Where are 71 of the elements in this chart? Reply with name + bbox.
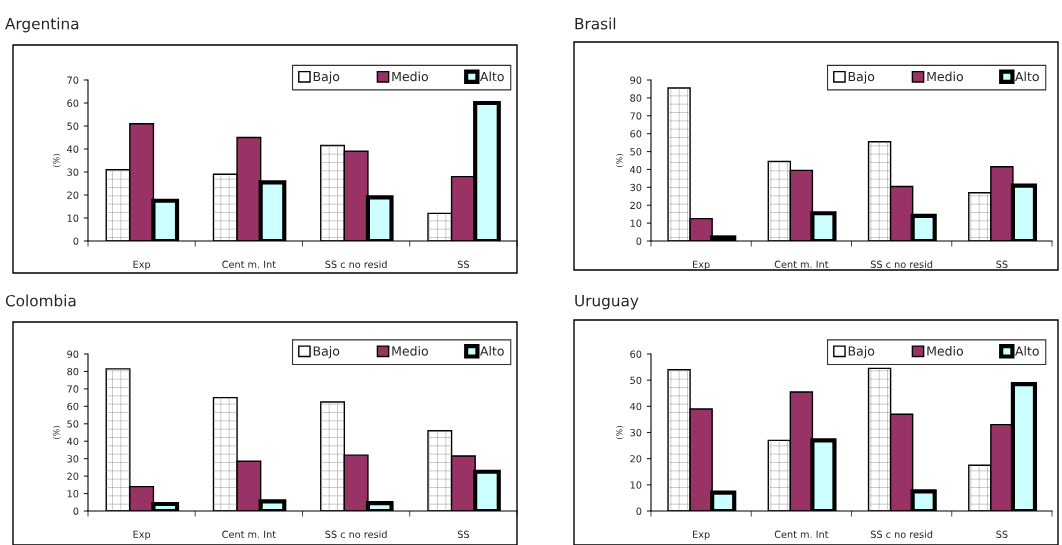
y-tick-label: 10 [630, 219, 642, 227]
y-tick-label: 30 [67, 455, 79, 463]
y-tick-label: 40 [630, 165, 642, 174]
y-tick-label: 30 [630, 183, 642, 192]
legend-label: Bajo [313, 71, 340, 84]
y-tick-label: 20 [630, 455, 642, 463]
y-tick-label: 40 [630, 402, 642, 411]
x-tick-label: SS [457, 530, 469, 538]
y-tick-label: 0 [636, 507, 642, 515]
y-tick-label: 50 [630, 376, 642, 384]
chart-title: Uruguay [575, 295, 639, 310]
y-tick-label: 50 [67, 122, 79, 130]
y-tick-label: 30 [67, 168, 79, 176]
legend-label: Bajo [848, 346, 875, 359]
y-tick-label: 80 [630, 94, 642, 102]
y-tick-label: 0 [73, 507, 79, 515]
legend-label: Medio [392, 346, 428, 356]
x-tick-label: SS [457, 260, 469, 268]
legend-label: Medio [927, 71, 963, 82]
y-tick-label: 50 [67, 420, 79, 428]
x-tick-label: Cent m. Int [774, 260, 829, 268]
y-tick-label: 10 [630, 481, 642, 489]
x-tick-label: SS c no resid [870, 530, 933, 538]
legend-label: Alto [1015, 71, 1039, 82]
x-tick-label: Exp [133, 530, 151, 540]
y-tick-label: 60 [67, 402, 79, 411]
y-tick-label: 60 [630, 350, 642, 358]
y-axis-title: (%) [52, 154, 61, 167]
x-tick-label: SS c no resid [325, 260, 387, 268]
y-tick-label: 90 [67, 350, 79, 358]
y-tick-label: 20 [630, 201, 642, 210]
y-tick-label: 10 [67, 490, 79, 498]
y-tick-label: 20 [67, 472, 79, 480]
legend-label: Alto [480, 71, 504, 82]
x-tick-label: Cent m. Int [222, 530, 276, 538]
y-tick-label: 70 [67, 385, 79, 393]
x-tick-label: SS c no resid [325, 530, 387, 538]
chart-title: Colombia [5, 294, 76, 307]
y-tick-label: 60 [67, 99, 79, 107]
chart-title: Argentina [5, 17, 79, 33]
legend-label: Medio [392, 71, 428, 82]
x-tick-label: Exp [693, 260, 710, 270]
x-tick-label: Exp [133, 260, 151, 270]
y-tick-label: 50 [630, 148, 642, 156]
legend-label: Bajo [313, 346, 340, 359]
y-tick-label: 60 [630, 130, 642, 138]
x-tick-label: SS [996, 530, 1008, 538]
legend-label: Alto [480, 346, 504, 356]
y-axis-title: (%) [52, 426, 61, 439]
y-axis-title: (%) [615, 154, 624, 167]
x-tick-label: Cent m. Int [222, 260, 276, 268]
y-tick-label: 70 [630, 112, 642, 120]
legend-label: Alto [1015, 346, 1039, 356]
x-tick-label: Cent m. Int [774, 530, 829, 538]
x-tick-label: SS c no resid [870, 260, 933, 268]
y-tick-label: 40 [67, 145, 79, 153]
y-axis-title: (%) [615, 426, 624, 439]
y-tick-label: 10 [67, 214, 79, 222]
y-tick-label: 20 [67, 191, 79, 199]
y-tick-label: 90 [630, 76, 642, 84]
x-tick-label: Exp [693, 530, 710, 540]
y-tick-label: 30 [630, 428, 642, 437]
y-tick-label: 80 [67, 367, 79, 376]
x-tick-label: SS [996, 260, 1008, 268]
chart-title: Brasil [575, 17, 616, 30]
legend-label: Medio [927, 346, 963, 356]
legend-label: Bajo [848, 71, 875, 84]
y-tick-label: 70 [67, 76, 79, 84]
y-tick-label: 0 [73, 237, 79, 245]
y-tick-label: 40 [67, 437, 79, 446]
y-tick-label: 0 [636, 237, 642, 245]
